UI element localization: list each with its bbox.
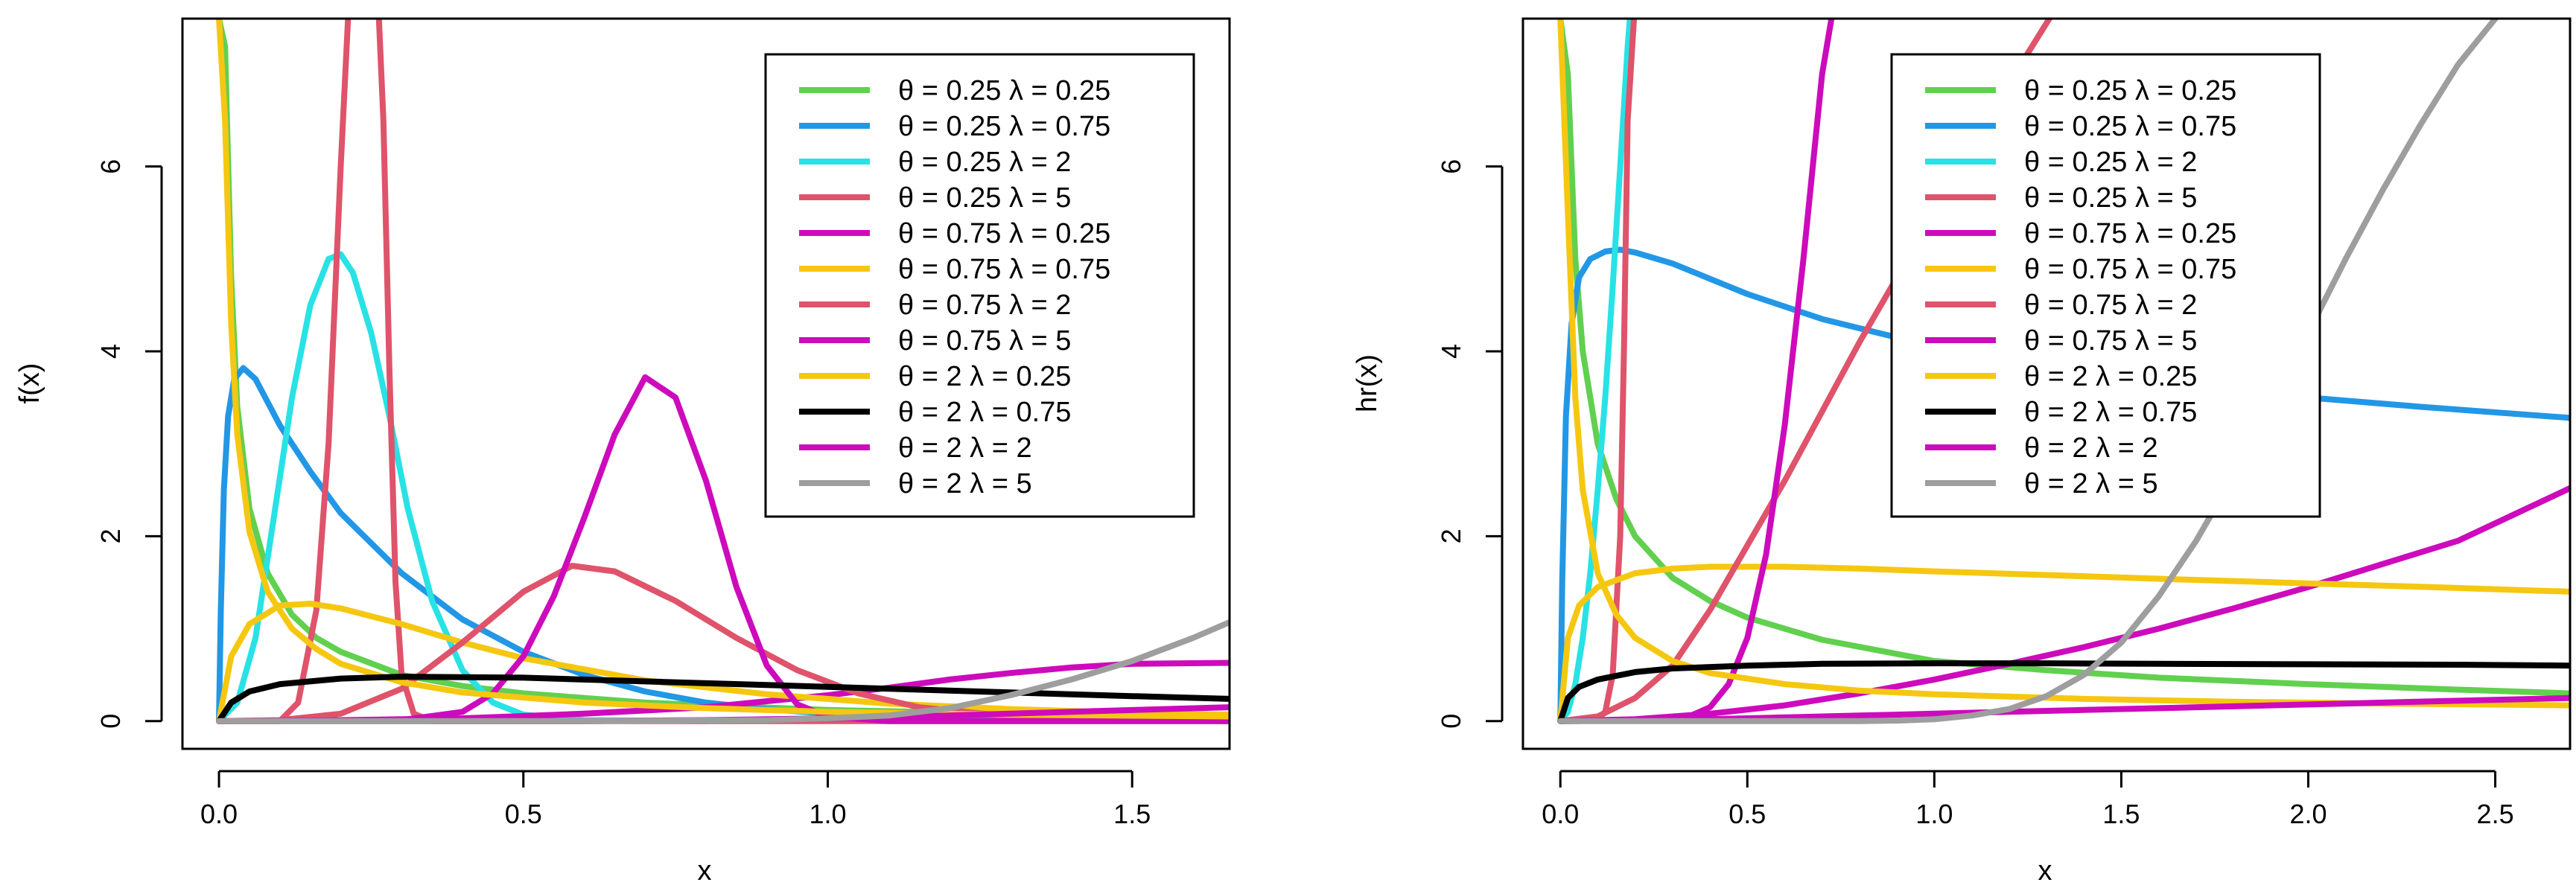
y-axis-label: f(x) [14,363,45,404]
series-line [216,563,1230,724]
x-tick-label: 1.0 [1915,799,1953,829]
y-tick-label: 2 [1436,528,1466,543]
legend-label: θ = 0.75 λ = 2 [2024,290,2197,321]
series-line [216,19,1230,724]
legend-label: θ = 2 λ = 2 [2024,432,2158,464]
x-tick-label: 1.5 [2102,799,2140,829]
legend-label: θ = 2 λ = 5 [2024,468,2158,499]
legend-label: θ = 0.25 λ = 2 [2024,147,2197,178]
y-tick-label: 0 [1436,714,1466,729]
legend: θ = 0.25 λ = 0.25 θ = 0.25 λ = 0.75 θ = 0.… [1890,53,2321,518]
legend-box [1890,53,2321,518]
y-tick-label: 4 [95,344,126,359]
x-axis-label: x [2038,855,2052,887]
x-tick-label: 0.5 [1729,799,1766,829]
legend-label: θ = 2 λ = 0.75 [2024,397,2197,428]
series-line [1557,19,2570,697]
legend-label: θ = 0.75 λ = 5 [2024,325,2197,357]
legend-label: θ = 0.25 λ = 0.25 [898,75,1110,106]
x-axis: 0.0 0.5 1.0 1.5 2.0 2.5 [1542,770,2514,829]
x-tick-label: 0.0 [1542,799,1579,829]
x-tick-label: 1.5 [1113,799,1151,829]
y-tick-label: 6 [95,159,126,174]
legend-label: θ = 2 λ = 0.25 [898,361,1071,392]
y-axis-label: hr(x) [1352,354,1383,412]
series-line [1557,485,2570,724]
y-tick-label: 2 [95,528,126,543]
y-axis: 0 2 4 6 [95,159,163,729]
legend: θ = 0.25 λ = 0.25 θ = 0.25 λ = 0.75 θ = 0.… [764,53,1195,518]
series-line [1557,19,2499,724]
y-tick-label: 4 [1436,344,1466,359]
plot-frame [181,17,1231,750]
y-tick-label: 0 [95,714,126,729]
x-axis: 0.0 0.5 1.0 1.5 [200,770,1151,829]
x-tick-label: 2.5 [2477,799,2514,829]
plot-frame [1521,17,2572,750]
series-line [1557,19,1835,724]
series-line [216,251,709,724]
y-axis: 0 2 4 6 [1436,159,1504,729]
density-series-group [216,19,1230,724]
legend-label: θ = 0.75 λ = 0.75 [2024,254,2236,285]
series-line [1557,660,2570,724]
legend-label: θ = 0.75 λ = 5 [898,325,1071,357]
series-line [1557,563,2570,724]
x-tick-label: 2.0 [2289,799,2327,829]
legend-label: θ = 2 λ = 0.25 [2024,361,2197,392]
x-axis-label: x [698,855,712,887]
series-line [216,19,1230,720]
legend-label: θ = 0.25 λ = 0.75 [2024,111,2236,142]
x-tick-label: 0.5 [505,799,542,829]
legend-label: θ = 0.25 λ = 5 [2024,182,2197,214]
legend-label: θ = 2 λ = 2 [898,432,1032,464]
density-plot-panel: 0.0 0.5 1.0 1.5 0 2 4 6 x f(x) θ = 0.25 λ = 0.… [14,17,1231,887]
legend-label: θ = 0.25 λ = 5 [898,182,1071,214]
series-line [216,619,1230,724]
legend-label: θ = 0.25 λ = 0.25 [2024,75,2236,106]
legend-label: θ = 0.75 λ = 2 [898,290,1071,321]
legend-label: θ = 2 λ = 0.75 [898,397,1071,428]
x-tick-label: 1.0 [809,799,846,829]
legend-entries: θ = 0.25 λ = 0.25 θ = 0.25 λ = 0.75 θ = 0.… [799,75,1110,499]
legend-label: θ = 0.25 λ = 2 [898,147,1071,178]
legend-label: θ = 0.25 λ = 0.75 [898,111,1110,142]
legend-label: θ = 0.75 λ = 0.25 [2024,218,2236,249]
hazard-plot-panel: 0.0 0.5 1.0 1.5 2.0 2.5 0 2 4 6 x hr(x) θ = 0.25… [1352,17,2572,887]
y-tick-label: 6 [1436,159,1466,174]
x-tick-label: 0.0 [200,799,238,829]
legend-label: θ = 2 λ = 5 [898,468,1032,499]
legend-box [764,53,1195,518]
legend-entries: θ = 0.25 λ = 0.25 θ = 0.25 λ = 0.75 θ = 0.… [1925,75,2236,499]
legend-label: θ = 0.75 λ = 0.75 [898,254,1110,285]
legend-label: θ = 0.75 λ = 0.25 [898,218,1110,249]
